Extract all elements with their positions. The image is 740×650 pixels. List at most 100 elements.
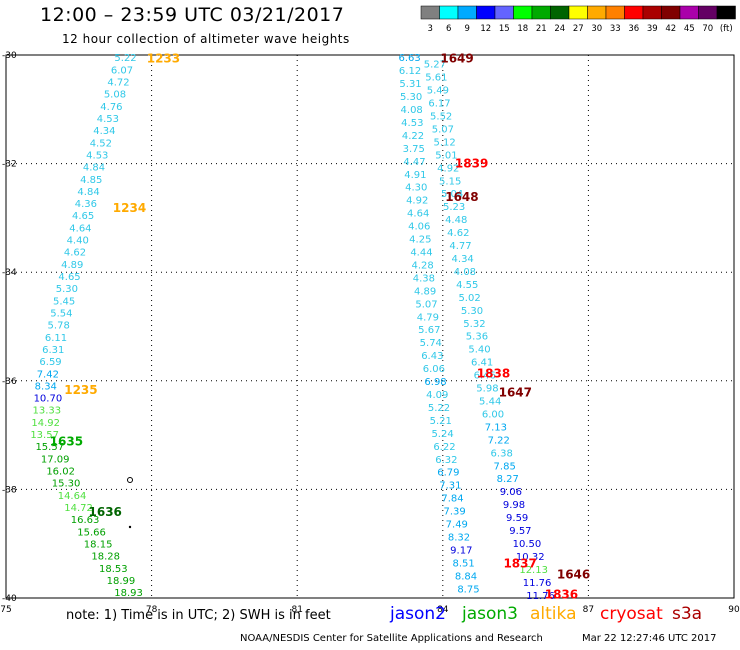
pass-time-label: 1839 <box>455 157 488 171</box>
colorbar-label: 12 <box>480 24 491 34</box>
footer-note: note: 1) Time is in UTC; 2) SWH is in fe… <box>66 608 331 623</box>
x-tick-label: 84 <box>437 605 449 615</box>
swh-value-label: 4.79 <box>417 312 439 323</box>
colorbar-label: 24 <box>554 24 565 34</box>
swh-value-label: 7.84 <box>441 494 463 505</box>
satellite-legend-jason2: jason2 <box>390 604 446 624</box>
pass-time-label: 1636 <box>89 505 122 519</box>
colorbar-swatch <box>605 5 625 20</box>
y-tick-label: -32 <box>2 160 17 170</box>
swh-value-label: 8.84 <box>455 571 477 582</box>
chart-subtitle: 12 hour collection of altimeter wave hei… <box>62 32 350 46</box>
swh-value-label: 6.00 <box>482 409 504 420</box>
timestamp-text: Mar 22 12:27:46 UTC 2017 <box>582 633 717 644</box>
swh-value-label: 6.31 <box>42 345 64 356</box>
pass-time-label: 1635 <box>50 435 83 449</box>
chart-title: 12:00 – 23:59 UTC 03/21/2017 <box>40 4 345 26</box>
swh-value-label: 5.98 <box>476 384 498 395</box>
colorbar-swatch <box>494 5 514 20</box>
swh-value-label: 18.28 <box>91 552 120 563</box>
swh-value-label: 6.43 <box>421 351 443 362</box>
swh-value-label: 13.57 <box>30 430 59 441</box>
swh-value-label: 5.78 <box>48 321 70 332</box>
swh-value-label: 9.17 <box>450 545 472 556</box>
swh-value-label: 4.47 <box>403 157 425 168</box>
pass-time-label: 1649 <box>440 52 473 66</box>
y-tick-label: -30 <box>2 51 17 61</box>
swh-value-label: 4.53 <box>97 114 119 125</box>
swh-value-label: 5.04 <box>441 189 463 200</box>
colorbar-label: 39 <box>647 24 658 34</box>
swh-value-label: 3.75 <box>403 144 425 155</box>
swh-value-label: 9.98 <box>503 500 525 511</box>
swh-value-label: 6.07 <box>111 65 133 76</box>
swh-value-label: 5.23 <box>443 202 465 213</box>
swh-value-label: 13.33 <box>32 406 61 417</box>
swh-value-label: 4.52 <box>90 138 112 149</box>
swh-value-label: 4.65 <box>72 211 94 222</box>
swh-value-label: 5.02 <box>458 293 480 304</box>
swh-value-label: 8.51 <box>453 558 475 569</box>
colorbar-swatch <box>513 5 533 20</box>
swh-value-label: 8.34 <box>35 381 57 392</box>
swh-value-label: 6.98 <box>424 377 446 388</box>
swh-value-label: 11.76 <box>526 591 555 602</box>
swh-value-label: 7.31 <box>439 481 461 492</box>
swh-value-label: 4.84 <box>83 163 105 174</box>
colorbar-swatch <box>642 5 662 20</box>
pass-time-label: 1648 <box>445 190 478 204</box>
colorbar-label: 42 <box>665 24 676 34</box>
x-tick-label: 90 <box>728 605 740 615</box>
swh-value-label: 5.54 <box>50 308 72 319</box>
swh-value-label: 4.53 <box>401 118 423 129</box>
x-tick-label: 78 <box>146 605 158 615</box>
swh-value-label: 4.85 <box>80 175 102 186</box>
swh-value-label: 4.09 <box>426 390 448 401</box>
pass-time-label: 1647 <box>499 386 532 400</box>
swh-value-label: 16.63 <box>71 515 100 526</box>
swh-value-label: 4.72 <box>107 78 129 89</box>
swh-value-label: 5.74 <box>420 338 442 349</box>
swh-value-label: 4.89 <box>61 260 83 271</box>
swh-value-label: 6.12 <box>399 66 421 77</box>
pass-time-label: 1836 <box>545 588 578 602</box>
swh-value-label: 5.61 <box>425 73 447 84</box>
dot-marker <box>128 525 132 529</box>
pass-time-label: 1837 <box>503 557 536 571</box>
colorbar-label: 21 <box>536 24 547 34</box>
swh-value-label: 4.65 <box>58 272 80 283</box>
swh-value-label: 4.92 <box>406 196 428 207</box>
colorbar-swatch <box>624 5 644 20</box>
swh-value-label: 5.07 <box>432 124 454 135</box>
swh-value-label: 5.27 <box>424 60 446 71</box>
pass-time-label: 1235 <box>64 383 97 397</box>
swh-value-label: 4.08 <box>454 267 476 278</box>
pass-time-label: 1234 <box>113 201 146 215</box>
swh-value-label: 18.93 <box>114 588 143 599</box>
swh-value-label: 7.39 <box>443 507 465 518</box>
swh-value-label: 4.34 <box>93 126 115 137</box>
swh-value-label: 6.11 <box>45 333 67 344</box>
swh-value-label: 5.36 <box>466 332 488 343</box>
swh-value-label: 4.62 <box>64 248 86 259</box>
swh-value-label: 5.30 <box>400 92 422 103</box>
swh-value-label: 15.66 <box>77 527 106 538</box>
y-tick-label: -36 <box>2 377 17 387</box>
swh-value-label: 6.17 <box>428 99 450 110</box>
swh-value-label: 5.52 <box>430 112 452 123</box>
swh-value-label: 4.92 <box>437 163 459 174</box>
x-tick-label: 75 <box>0 605 11 615</box>
swh-value-label: 8.32 <box>448 532 470 543</box>
swh-value-label: 9.06 <box>500 487 522 498</box>
colorbar-label: (ft) <box>720 24 733 34</box>
swh-value-label: 6.22 <box>433 442 455 453</box>
colorbar-swatch <box>476 5 496 20</box>
swh-value-label: 4.91 <box>404 170 426 181</box>
y-tick-label: -40 <box>2 594 17 604</box>
swh-value-label: 18.15 <box>84 539 113 550</box>
pass-time-label: 1233 <box>147 52 180 66</box>
swh-value-label: 6.06 <box>423 364 445 375</box>
swh-value-label: 7.13 <box>485 422 507 433</box>
swh-value-label: 5.08 <box>104 90 126 101</box>
swh-value-label: 4.22 <box>402 131 424 142</box>
